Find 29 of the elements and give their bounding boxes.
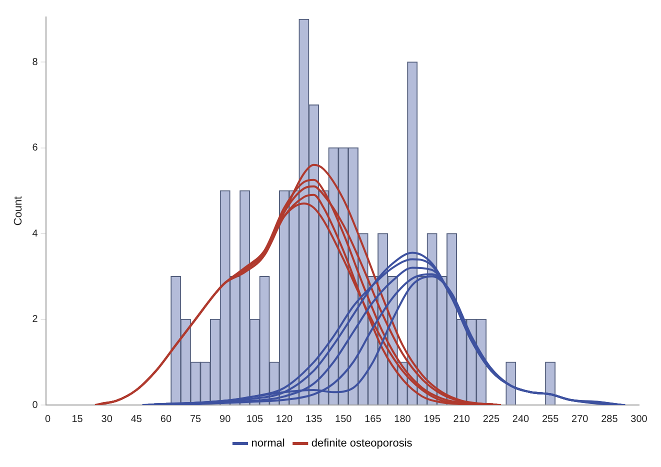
x-tick-label: 150 — [335, 414, 352, 425]
y-tick-label: 6 — [32, 142, 38, 154]
x-tick-label: 90 — [220, 414, 232, 425]
legend-label: normal — [251, 438, 285, 450]
x-tick-label: 45 — [130, 414, 142, 425]
x-tick-label: 0 — [44, 414, 51, 425]
y-tick-label: 2 — [32, 314, 38, 326]
x-tick-label: 255 — [542, 414, 560, 425]
x-tick-label: 225 — [482, 414, 500, 425]
x-tick-label: 105 — [246, 414, 264, 425]
x-tick-label: 30 — [101, 414, 113, 425]
x-tick-label: 120 — [276, 414, 294, 425]
legend-label: definite osteoporosis — [311, 438, 413, 450]
x-tick-label: 165 — [364, 414, 382, 425]
x-tick-label: 210 — [453, 414, 470, 425]
x-tick-label: 285 — [601, 414, 618, 425]
x-tick-label: 270 — [572, 414, 589, 425]
y-tick-label: 4 — [32, 228, 38, 240]
x-tick-label: 240 — [512, 414, 530, 425]
x-tick-label: 195 — [424, 414, 441, 425]
y-tick-label: 8 — [32, 56, 38, 68]
x-tick-label: 135 — [305, 414, 323, 425]
x-tick-label: 75 — [190, 414, 202, 425]
y-axis-title: Count — [12, 196, 25, 226]
x-tick-label: 180 — [394, 414, 412, 425]
y-tick-label: 0 — [32, 400, 38, 411]
x-tick-label: 60 — [160, 414, 172, 425]
x-tick-label: 15 — [72, 414, 84, 425]
x-tick-label: 300 — [630, 414, 648, 425]
